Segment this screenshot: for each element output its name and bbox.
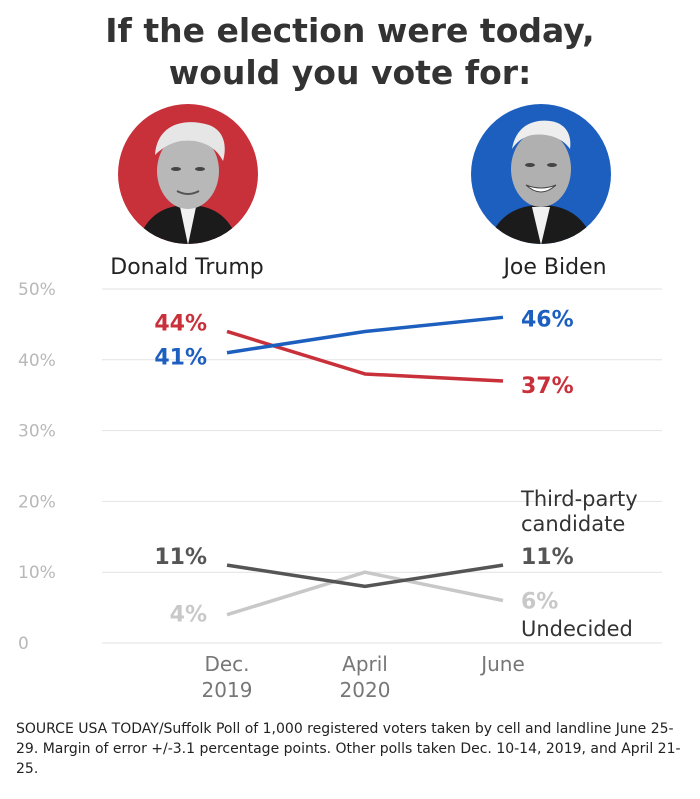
x-tick-label: April [342,652,388,676]
y-tick-label: 30% [18,422,56,442]
x-tick-label: June [479,652,525,676]
y-tick-label: 0 [18,634,29,654]
legend-label-third-party: Third-party [520,487,638,511]
data-label: 44% [154,311,207,336]
legend-label-third-party: candidate [521,512,625,536]
data-label: 46% [521,307,574,332]
biden-portrait-icon [471,104,611,244]
series-line-third-party-candidate [226,563,504,589]
chart-title-line-2: would you vote for: [168,53,532,92]
data-label: 37% [521,374,574,399]
y-tick-label: 40% [18,351,56,371]
series-line-donald-trump [226,329,504,383]
legend-label-undecided: Undecided [521,617,633,641]
data-label: 11% [154,545,207,570]
trump-portrait-icon [118,104,258,244]
candidate-name-biden: Joe Biden [503,255,607,280]
x-tick-label: Dec. [204,652,249,676]
series-line-joe-biden [226,315,504,355]
data-label: 6% [521,590,558,615]
data-label: 11% [521,545,574,570]
y-tick-label: 10% [18,563,56,583]
source-note: SOURCE USA TODAY/Suffolk Poll of 1,000 r… [16,721,681,777]
x-tick-label: 2019 [202,678,253,702]
chart-title-line-1: If the election were today, [105,11,595,50]
x-tick-label: 2020 [340,678,391,702]
data-label: 41% [154,346,207,371]
series-line-undecided [226,570,504,617]
y-tick-label: 20% [18,492,56,512]
y-tick-label: 50% [18,280,56,300]
data-label: 4% [170,603,207,628]
candidate-name-trump: Donald Trump [110,255,264,280]
